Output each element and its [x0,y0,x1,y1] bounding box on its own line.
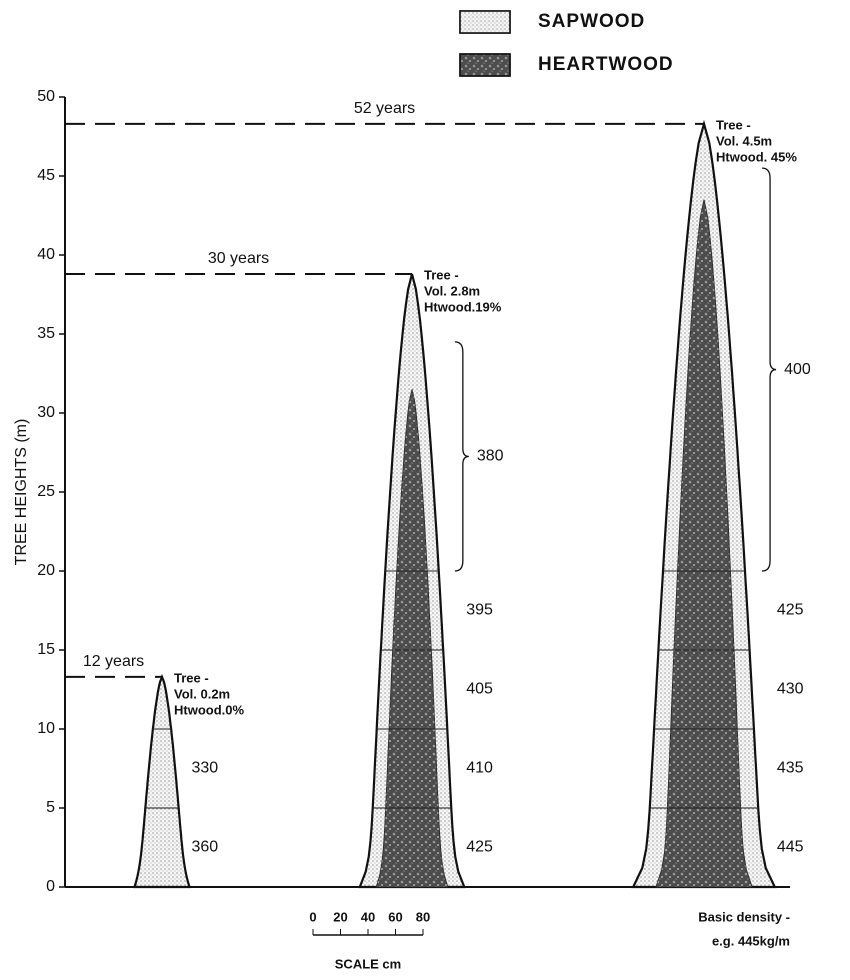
legend-swatch-texture [459,53,511,77]
scale-tick-label: 0 [309,909,316,924]
tree-note: Htwood. 45% [716,149,797,164]
tree-note: Htwood.19% [424,299,502,314]
y-tick-label: 45 [37,167,55,184]
density-label: 425 [466,839,493,856]
legend-swatch-texture [459,10,511,34]
tree-note: Htwood.0% [174,702,244,717]
density-label: 430 [777,681,804,698]
density-label: 330 [192,760,219,777]
y-tick-label: 25 [37,483,55,500]
density-label: 445 [777,839,804,856]
y-tick-label: 30 [37,404,55,421]
density-label: 360 [192,839,219,856]
age-label: 52 years [354,100,415,117]
density-label: 400 [784,361,811,378]
density-note: e.g. 445kg/m [712,933,790,948]
tree-note: Vol. 0.2m [174,686,230,701]
tree-note: Vol. 2.8m [424,283,480,298]
y-tick-label: 40 [37,246,55,263]
density-label: 380 [477,448,504,465]
age-label: 30 years [208,250,269,267]
sapwood-texture [133,673,191,889]
y-tick-label: 20 [37,562,55,579]
density-label: 395 [466,602,493,619]
y-tick-label: 0 [46,878,55,895]
y-tick-label: 10 [37,720,55,737]
density-note: Basic density - [698,909,790,924]
y-tick-label: 5 [46,799,55,816]
scale-tick-label: 60 [388,909,402,924]
density-label: 405 [466,681,493,698]
density-label: 425 [777,602,804,619]
scale-tick-label: 20 [333,909,347,924]
heartwood-texture [376,389,448,887]
tree-note: Vol. 4.5m [716,133,772,148]
tree-note: Tree - [424,267,459,282]
y-axis-label: TREE HEIGHTS (m) [13,419,30,566]
density-label: 435 [777,760,804,777]
section-bracket [762,167,777,572]
scale-tick-label: 40 [361,909,375,924]
tree-note: Tree - [716,117,751,132]
tree-note: Tree - [174,670,209,685]
y-tick-label: 35 [37,325,55,342]
legend-label: SAPWOOD [538,11,645,32]
density-label: 410 [466,760,493,777]
scale-title: SCALE cm [335,956,401,971]
section-bracket [454,341,469,572]
age-label: 12 years [83,653,144,670]
scale-tick-label: 80 [416,909,430,924]
y-tick-label: 15 [37,641,55,658]
legend-label: HEARTWOOD [538,54,674,75]
heartwood-texture [655,199,753,887]
y-tick-label: 50 [37,88,55,105]
